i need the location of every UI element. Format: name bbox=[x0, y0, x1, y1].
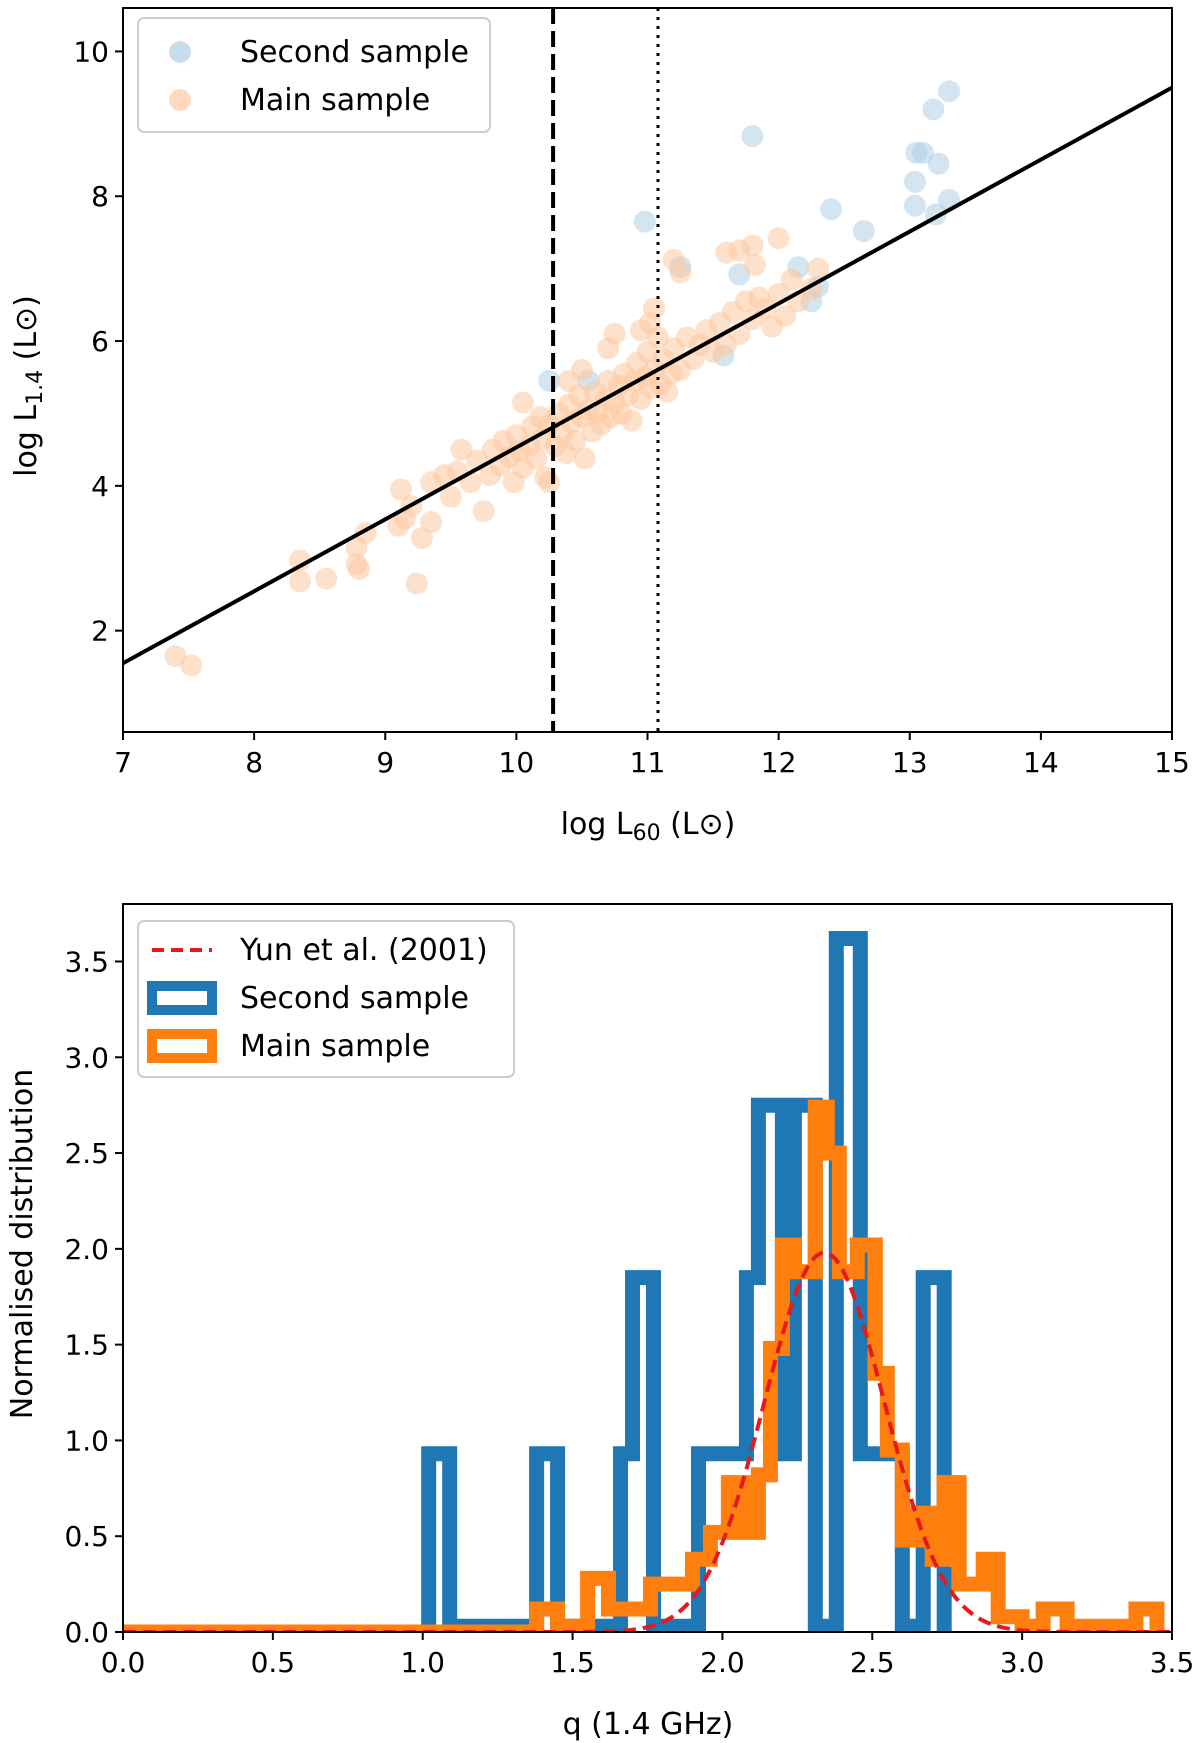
scatter-point-main-sample bbox=[410, 526, 433, 549]
histogram-y-tick-label: 1.0 bbox=[64, 1424, 109, 1457]
yun-gaussian-curve bbox=[123, 1250, 1172, 1632]
scatter-point-main-sample bbox=[806, 257, 829, 280]
scatter-y-tick-label: 6 bbox=[91, 325, 109, 358]
scatter-ticks: 7 8 9 10 11 12 13 14 15 2 4 6 8 10 bbox=[73, 35, 1189, 779]
scatter-point-main-sample bbox=[348, 558, 371, 581]
histogram-y-axis-label: Normalised distribution bbox=[5, 1069, 40, 1420]
scatter-point-main-sample bbox=[439, 485, 462, 508]
histogram-axes-frame bbox=[122, 903, 1173, 1633]
histogram-legend: Yun et al. (2001) Second sample Main sam… bbox=[137, 920, 515, 1078]
histogram-y-tick-label: 1.5 bbox=[64, 1329, 109, 1362]
scatter-point-second-sample bbox=[538, 369, 561, 392]
scatter-x-tick-label: 14 bbox=[1023, 746, 1059, 779]
histogram-y-tick-label: 2.0 bbox=[64, 1233, 109, 1266]
scatter-point-main-sample bbox=[715, 241, 738, 264]
scatter-x-tick-label: 10 bbox=[499, 746, 535, 779]
scatter-y-tick-label: 8 bbox=[91, 180, 109, 213]
scatter-point-main-sample bbox=[603, 322, 626, 345]
scatter-point-main-sample bbox=[620, 409, 643, 432]
histogram-y-tick-label: 0.5 bbox=[64, 1520, 109, 1553]
scatter-point-main-sample bbox=[629, 319, 652, 342]
scatter-point-main-sample bbox=[538, 471, 561, 494]
scatter-point-second-sample bbox=[820, 198, 843, 221]
scatter-point-main-sample bbox=[767, 227, 790, 250]
scatter-plot-area bbox=[123, 8, 1172, 732]
scatter-point-main-sample bbox=[557, 369, 580, 392]
histogram-x-tick-label: 0.0 bbox=[101, 1646, 146, 1679]
scatter-point-main-sample bbox=[450, 438, 473, 461]
scatter-point-main-sample bbox=[420, 511, 443, 534]
scatter-point-second-sample bbox=[903, 170, 926, 193]
scatter-y-tick-label: 10 bbox=[73, 35, 109, 68]
scatter-y-tick-label: 2 bbox=[91, 615, 109, 648]
fit-line bbox=[123, 85, 1172, 665]
scatter-y-axis-label: log L1.4 (L⊙) bbox=[9, 295, 48, 477]
histogram-step-second-sample bbox=[123, 931, 952, 1632]
scatter-point-main-sample bbox=[180, 654, 203, 677]
histogram-y-tick-label: 3.0 bbox=[64, 1041, 109, 1074]
scatter-point-main-sample bbox=[564, 429, 587, 452]
scatter-point-second-sample bbox=[633, 210, 656, 233]
scatter-point-main-sample bbox=[345, 536, 368, 559]
histogram-x-tick-label: 3.0 bbox=[1000, 1646, 1045, 1679]
histogram-x-tick-label: 3.5 bbox=[1150, 1646, 1195, 1679]
legend-label-main-sample: Main sample bbox=[240, 83, 430, 118]
scatter-point-main-sample bbox=[472, 500, 495, 523]
scatter-x-tick-label: 7 bbox=[114, 746, 132, 779]
scatter-point-main-sample bbox=[389, 478, 412, 501]
histogram-x-tick-label: 1.5 bbox=[550, 1646, 595, 1679]
histogram-step-main-sample bbox=[123, 1099, 1165, 1632]
scatter-point-main-sample bbox=[315, 567, 338, 590]
scatter-x-tick-label: 12 bbox=[761, 746, 797, 779]
histogram-x-axis-label: q (1.4 GHz) bbox=[563, 1707, 734, 1742]
scatter-point-second-sample bbox=[911, 141, 934, 164]
scatter-point-main-sample bbox=[656, 380, 679, 403]
scatter-point-main-sample bbox=[669, 261, 692, 284]
scatter-point-main-sample bbox=[511, 391, 534, 414]
scatter-x-tick-label: 9 bbox=[376, 746, 394, 779]
scatter-point-second-sample bbox=[852, 219, 875, 242]
scatter-point-main-sample bbox=[289, 570, 312, 593]
scatter-point-main-sample bbox=[780, 268, 803, 291]
legend-marker-second-sample bbox=[169, 41, 191, 63]
histogram-y-tick-label: 2.5 bbox=[64, 1137, 109, 1170]
histogram-x-tick-label: 2.5 bbox=[850, 1646, 895, 1679]
scatter-point-main-sample bbox=[774, 304, 797, 327]
scatter-x-tick-label: 13 bbox=[892, 746, 928, 779]
scatter-point-main-sample bbox=[405, 572, 428, 595]
legend-marker-main-sample-hist bbox=[147, 1029, 217, 1063]
histogram-y-tick-label: 0.0 bbox=[64, 1616, 109, 1649]
scatter-point-second-sample bbox=[922, 98, 945, 121]
scatter-point-second-sample bbox=[903, 194, 926, 217]
scatter-x-axis-label: log L60 (L⊙) bbox=[561, 807, 736, 846]
histogram-y-tick-label: 3.5 bbox=[64, 945, 109, 978]
legend-label-second-sample: Second sample bbox=[240, 35, 469, 70]
histogram-ticks: 0.0 0.5 1.0 1.5 2.0 2.5 3.0 3.5 0.0 0.5 1.0 1.5 2.0 2… bbox=[64, 945, 1194, 1679]
scatter-legend: Second sample Main sample bbox=[137, 17, 491, 133]
legend-label-yun: Yun et al. (2001) bbox=[239, 933, 488, 968]
legend-marker-main-sample bbox=[169, 89, 191, 111]
legend-marker-second-sample-hist bbox=[147, 981, 217, 1015]
scatter-point-second-sample bbox=[938, 80, 961, 103]
legend-label-second-sample-hist: Second sample bbox=[240, 981, 469, 1016]
scatter-point-second-sample bbox=[741, 125, 764, 148]
scatter-panel: 7 8 9 10 11 12 13 14 15 2 4 6 8 10 log L60 (L⊙) log L… bbox=[9, 7, 1190, 846]
histogram-x-tick-label: 0.5 bbox=[251, 1646, 296, 1679]
scatter-x-tick-label: 8 bbox=[245, 746, 263, 779]
scatter-point-main-sample bbox=[573, 447, 596, 470]
scatter-x-tick-label: 15 bbox=[1154, 746, 1190, 779]
scatter-point-second-sample bbox=[927, 152, 950, 175]
scatter-point-main-sample bbox=[744, 254, 767, 277]
scatter-point-main-sample bbox=[525, 447, 548, 470]
legend-label-main-sample-hist: Main sample bbox=[240, 1029, 430, 1064]
histogram-x-tick-label: 1.0 bbox=[400, 1646, 445, 1679]
histogram-panel: 0.0 0.5 1.0 1.5 2.0 2.5 3.0 3.5 0.0 0.5 1.0 1.5 2.0 2… bbox=[5, 903, 1194, 1742]
histogram-x-tick-label: 2.0 bbox=[700, 1646, 745, 1679]
scatter-x-tick-label: 11 bbox=[630, 746, 666, 779]
scatter-y-tick-label: 4 bbox=[91, 470, 109, 503]
histogram-plot-area bbox=[123, 931, 1172, 1632]
scatter-point-main-sample bbox=[741, 234, 764, 257]
scatter-point-main-sample bbox=[289, 549, 312, 572]
